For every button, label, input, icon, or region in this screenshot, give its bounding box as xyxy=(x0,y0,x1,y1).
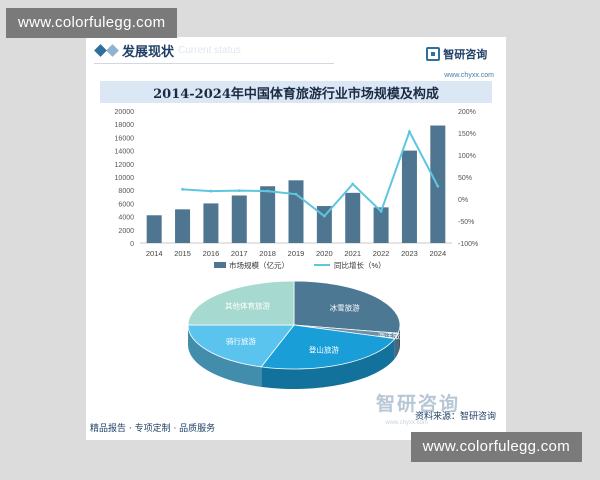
brand-block: 智研咨询 www.chyxx.com xyxy=(426,43,494,81)
brand-name: 智研咨询 xyxy=(443,47,488,61)
y-tick-label-left: 14000 xyxy=(115,149,135,156)
x-tick-label: 2020 xyxy=(316,249,333,258)
line-point xyxy=(266,189,270,193)
bar xyxy=(316,206,332,243)
x-tick-label: 2017 xyxy=(231,249,248,258)
y-tick-label-right: 200% xyxy=(458,109,476,116)
pie-slice-label: 其他体育旅游 xyxy=(225,301,270,311)
bar xyxy=(175,209,191,243)
x-tick-label: 2016 xyxy=(203,249,220,258)
x-tick-label: 2015 xyxy=(174,249,191,258)
pie-slice xyxy=(187,324,295,368)
bar xyxy=(345,192,361,243)
x-tick-label: 2024 xyxy=(429,249,446,258)
section-divider xyxy=(94,63,334,64)
y-tick-label-right: -50% xyxy=(458,219,474,226)
pie-slice-label: 海洋旅游 xyxy=(378,331,408,341)
pie-slice-label: 登山旅游 xyxy=(309,344,339,354)
y-tick-label-left: 16000 xyxy=(115,135,135,142)
pie-slice-side xyxy=(261,338,395,389)
y-tick-label-left: 4000 xyxy=(118,215,134,222)
footer-brand-url: www.chyxx.com xyxy=(385,420,428,426)
y-tick-label-left: 2000 xyxy=(118,228,134,235)
y-tick-label-left: 6000 xyxy=(118,201,134,208)
infographic-card: 发展现状 Current status 智研咨询 www.chyxx.com 2… xyxy=(86,37,506,440)
source-note: 资料来源：智研咨询 xyxy=(414,412,496,422)
legend-label-line: 同比增长（%） xyxy=(334,260,386,270)
line-point xyxy=(351,182,355,186)
brand-logo-icon xyxy=(426,46,441,61)
pie-slice xyxy=(260,324,396,370)
y-tick-label-left: 0 xyxy=(130,241,134,248)
line-point xyxy=(408,130,411,134)
y-tick-label-left: 20000 xyxy=(115,109,135,116)
y-tick-label-left: 10000 xyxy=(115,175,135,182)
watermark-top: www.colorfulegg.com xyxy=(6,8,178,38)
pie-slice-side xyxy=(398,325,400,354)
y-tick-label-right: 0% xyxy=(458,197,468,204)
chart-title: 2014-2024年中国体育旅游行业市场规模及构成 xyxy=(153,87,439,102)
x-tick-label: 2023 xyxy=(401,249,418,258)
y-tick-label-right: -100% xyxy=(458,241,478,248)
line-point xyxy=(436,184,440,188)
brand-url: www.chyxx.com xyxy=(444,72,494,79)
section-ghost-text: Current status xyxy=(178,45,241,56)
bar xyxy=(288,180,304,243)
diamond-icon xyxy=(106,44,119,57)
line-point xyxy=(181,187,184,191)
pie-slice xyxy=(187,280,295,326)
watermark-bottom: www.colorfulegg.com xyxy=(410,432,582,462)
pie-slice-side xyxy=(394,333,399,359)
line-point xyxy=(322,214,326,218)
pie-slice-label: 冰雪旅游 xyxy=(330,303,360,313)
diamond-icon xyxy=(94,44,107,57)
legend-swatch-bar xyxy=(214,262,226,268)
line-point xyxy=(237,189,241,193)
pie-slice-side xyxy=(188,325,262,387)
line-point xyxy=(294,192,298,196)
section-title: 发展现状 xyxy=(122,45,175,60)
x-tick-label: 2021 xyxy=(344,249,361,258)
bar xyxy=(373,207,389,243)
footer-brand-watermark: 智研咨询 xyxy=(375,393,460,415)
bar-line-chart: 2000018000160001400012000100008000600040… xyxy=(115,109,479,270)
bar xyxy=(260,186,276,243)
y-tick-label-left: 12000 xyxy=(115,162,135,169)
bar xyxy=(231,195,247,243)
x-tick-label: 2014 xyxy=(146,249,163,258)
x-tick-label: 2022 xyxy=(373,249,390,258)
growth-line xyxy=(182,129,439,218)
chart-title-band: 2014-2024年中国体育旅游行业市场规模及构成 xyxy=(100,81,492,103)
y-tick-label-left: 8000 xyxy=(118,188,134,195)
bar xyxy=(203,203,219,243)
y-tick-label-left: 18000 xyxy=(115,122,135,129)
x-tick-label: 2019 xyxy=(288,249,305,258)
x-tick-label: 2018 xyxy=(259,249,276,258)
pie-slice-label: 骑行旅游 xyxy=(226,336,256,346)
line-point xyxy=(209,189,213,193)
bar xyxy=(401,150,417,243)
footer-tagline: 精品报告 · 专项定制 · 品质服务 xyxy=(90,424,216,434)
y-tick-label-right: 150% xyxy=(458,131,476,138)
bar xyxy=(146,215,162,243)
legend-label-bar: 市场规模（亿元） xyxy=(229,260,289,270)
y-tick-label-right: 100% xyxy=(458,153,476,160)
y-tick-label-right: 50% xyxy=(458,175,472,182)
line-point xyxy=(379,209,383,213)
pie-slice xyxy=(293,280,401,334)
section-header: 发展现状 Current status 智研咨询 www.chyxx.com xyxy=(86,37,506,79)
